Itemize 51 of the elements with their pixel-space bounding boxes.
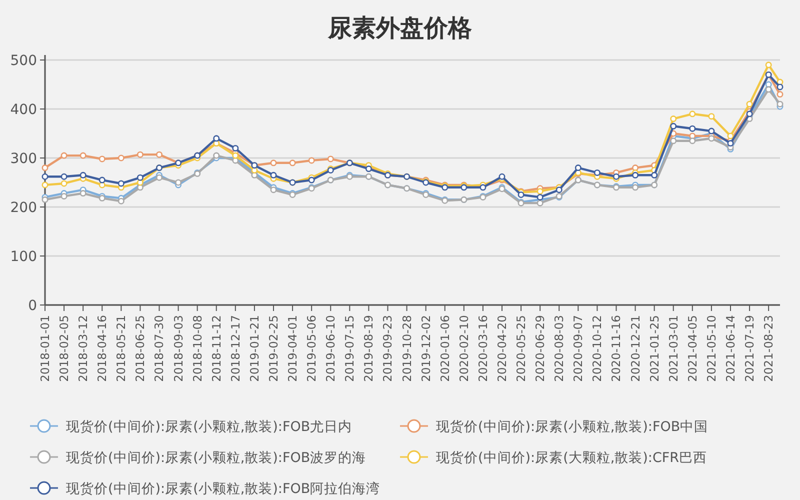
x-tick-label: 2021-03-01 xyxy=(666,315,680,382)
x-tick-label: 2019-04-01 xyxy=(286,315,300,382)
x-tick-label: 2018-12-17 xyxy=(228,315,242,382)
x-tick-label: 2018-07-30 xyxy=(152,315,166,382)
x-tick-label: 2019-05-06 xyxy=(304,315,319,382)
x-tick-label: 2021-08-23 xyxy=(762,315,776,382)
x-tick-label: 2020-08-03 xyxy=(552,315,566,382)
y-tick-label: 300 xyxy=(10,151,37,167)
x-tick-label: 2018-11-12 xyxy=(209,315,224,382)
chart-title: 尿素外盘价格 xyxy=(327,14,473,42)
x-tick-label: 2020-02-10 xyxy=(456,315,471,382)
x-tick-label: 2019-09-23 xyxy=(380,315,395,382)
x-tick-label: 2018-06-25 xyxy=(133,315,148,382)
y-tick-label: 0 xyxy=(28,298,37,314)
legend-label: 现货价(中间价):尿素(小颗粒,散装):FOB尤日内 xyxy=(66,419,352,435)
x-tick-label: 2020-05-25 xyxy=(514,315,528,382)
x-tick-label: 2018-09-03 xyxy=(171,315,186,382)
x-tick-label: 2018-01-01 xyxy=(38,315,52,382)
x-tick-label: 2021-06-14 xyxy=(723,315,738,382)
x-tick-label: 2019-02-25 xyxy=(266,315,280,382)
x-tick-label: 2020-01-06 xyxy=(438,315,452,382)
x-tick-label: 2021-01-25 xyxy=(647,315,662,382)
x-tick-label: 2019-10-28 xyxy=(400,315,414,382)
x-tick-label: 2018-10-08 xyxy=(190,315,204,382)
x-tick-label: 2020-04-20 xyxy=(494,315,509,382)
y-tick-label: 500 xyxy=(10,53,37,69)
x-tick-label: 2021-07-19 xyxy=(742,315,757,382)
legend-label: 现货价(中间价):尿素(小颗粒,散装):FOB阿拉伯海湾 xyxy=(66,481,380,497)
x-tick-label: 2019-07-15 xyxy=(342,315,357,382)
x-tick-label: 2020-12-21 xyxy=(628,315,642,382)
x-tick-label: 2020-03-16 xyxy=(476,315,490,382)
x-tick-label: 2020-10-12 xyxy=(590,315,604,382)
x-tick-label: 2018-02-05 xyxy=(57,315,72,382)
legend-label: 现货价(中间价):尿素(小颗粒,散装):FOB波罗的海 xyxy=(66,450,366,466)
x-tick-label: 2021-05-10 xyxy=(704,315,718,382)
x-tick-label: 2019-12-02 xyxy=(418,315,433,382)
x-tick-label: 2020-11-16 xyxy=(609,315,624,382)
y-tick-label: 100 xyxy=(10,249,37,265)
x-tick-label: 2019-01-21 xyxy=(247,315,262,382)
x-tick-label: 2020-06-29 xyxy=(533,315,548,382)
legend-label: 现货价(中间价):尿素(大颗粒,散装):CFR巴西 xyxy=(436,450,708,466)
x-tick-label: 2018-03-12 xyxy=(76,315,90,382)
legend-label: 现货价(中间价):尿素(小颗粒,散装):FOB中国 xyxy=(436,419,708,435)
x-tick-label: 2018-05-21 xyxy=(114,315,128,382)
x-tick-label: 2019-08-19 xyxy=(362,315,376,382)
x-tick-label: 2020-09-07 xyxy=(571,315,586,382)
y-tick-label: 200 xyxy=(10,200,37,216)
x-tick-label: 2018-04-16 xyxy=(95,315,110,382)
y-tick-label: 400 xyxy=(10,102,37,118)
x-tick-label: 2019-06-10 xyxy=(324,315,338,382)
x-tick-label: 2021-04-05 xyxy=(685,315,700,382)
